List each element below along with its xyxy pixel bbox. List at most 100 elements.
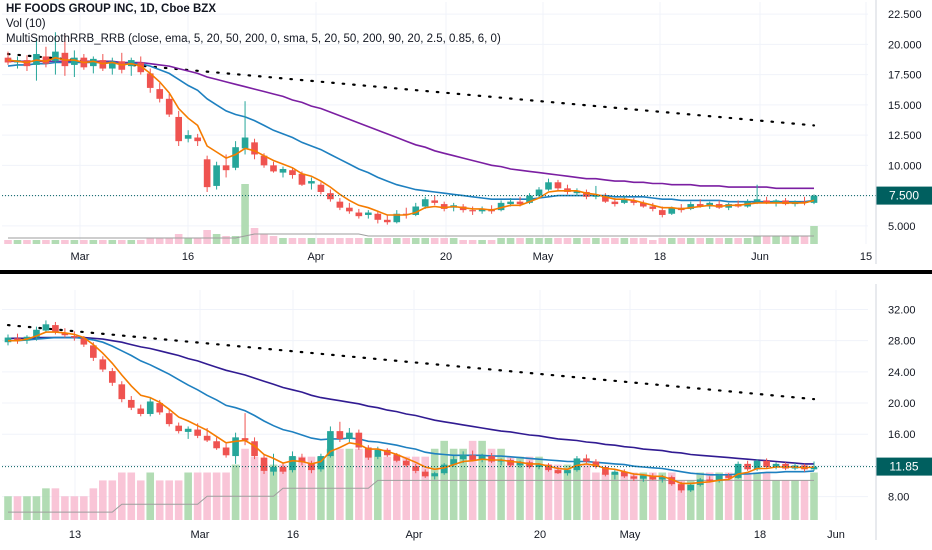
volume-bar xyxy=(516,238,524,244)
candle-body xyxy=(421,471,429,477)
volume-bar xyxy=(32,240,41,244)
candle-body xyxy=(450,459,457,465)
candle-body xyxy=(61,332,69,336)
volume-bar xyxy=(117,472,126,520)
volume-bar xyxy=(601,238,610,244)
volume-bar xyxy=(592,238,600,244)
candle-body xyxy=(535,189,543,196)
volume-bar xyxy=(506,456,515,520)
candle-body xyxy=(677,484,685,491)
volume-bar xyxy=(696,238,705,244)
candle-body xyxy=(327,431,334,457)
last-price-badge xyxy=(876,186,932,205)
candle-body xyxy=(592,461,600,467)
y-tick-label: 24.00 xyxy=(888,367,916,379)
dotted-trend-line xyxy=(6,323,816,401)
volume-bar xyxy=(411,456,420,520)
candle-body xyxy=(658,210,666,215)
candle-body xyxy=(203,159,211,188)
volume-bar xyxy=(468,240,477,244)
volume-bar xyxy=(639,472,648,520)
candle-body xyxy=(573,458,581,471)
candle-body xyxy=(42,56,50,64)
volume-bar xyxy=(146,472,155,520)
chart-pane-2: 8.0012.0016.0020.0024.0028.0032.0013Mar1… xyxy=(2,284,932,541)
candle-body xyxy=(289,456,296,471)
candle-body xyxy=(440,204,448,209)
candle-body xyxy=(33,329,40,338)
x-tick-label: Apr xyxy=(405,529,422,541)
candle-body xyxy=(687,204,695,209)
candle-body xyxy=(649,475,657,480)
candle-body xyxy=(507,201,514,205)
volume-bar xyxy=(231,236,240,244)
volume-bar xyxy=(449,448,458,520)
candle-body xyxy=(573,190,581,194)
volume-bar xyxy=(117,240,126,244)
x-tick-label: May xyxy=(620,529,641,541)
volume-bar xyxy=(544,238,553,244)
last-price-label: 7.500 xyxy=(889,189,919,203)
candle-body xyxy=(52,325,59,333)
x-tick-label: 18 xyxy=(754,529,766,541)
candle-body xyxy=(535,464,543,467)
candle-body xyxy=(734,463,742,478)
candle-body xyxy=(696,204,704,207)
candle-body xyxy=(346,432,353,439)
candle-body xyxy=(184,428,192,432)
candle-body xyxy=(393,213,401,223)
volume-bar xyxy=(374,238,382,244)
volume-bar xyxy=(620,472,629,520)
chart-legend: HF FOODS GROUP INC, 1D, Cboe BZX Vol (10… xyxy=(6,2,501,47)
candle-body xyxy=(175,425,183,432)
volume-bar xyxy=(800,480,809,520)
volume-bar xyxy=(127,472,136,520)
candle-body xyxy=(365,212,372,215)
volume-bar xyxy=(23,496,31,520)
indicator-legend[interactable]: MultiSmoothRRB_RRB (close, ema, 5, 20, 5… xyxy=(6,33,501,45)
volume-bar xyxy=(563,238,572,244)
volume-bar xyxy=(222,236,230,244)
volume-bar xyxy=(430,238,439,244)
volume-bar xyxy=(355,448,363,520)
x-tick-label: 16 xyxy=(182,251,194,263)
candle-body xyxy=(383,219,391,223)
y-tick-label: 17.500 xyxy=(888,70,922,82)
volume-bar xyxy=(108,480,117,520)
volume-bar xyxy=(4,240,12,244)
x-tick-label: Jun xyxy=(827,529,845,541)
candle-body xyxy=(763,200,770,203)
symbol-title[interactable]: HF FOODS GROUP INC, 1D, Cboe BZX xyxy=(6,3,216,15)
candle-body xyxy=(251,142,258,155)
volume-bar xyxy=(506,238,515,244)
candle-body xyxy=(251,441,258,457)
candle-body xyxy=(71,57,78,65)
volume-bar xyxy=(639,238,648,244)
volume-bar xyxy=(715,238,723,244)
volume-legend[interactable]: Vol (10) xyxy=(6,18,46,30)
volume-bar xyxy=(781,480,790,520)
volume-bar xyxy=(383,238,392,244)
volume-bar xyxy=(753,472,761,520)
volume-bar xyxy=(535,456,543,520)
y-tick-label: 22.500 xyxy=(888,9,922,21)
candle-body xyxy=(175,116,183,142)
volume-bar xyxy=(743,238,752,244)
volume-bar xyxy=(667,238,676,244)
volume-bar xyxy=(743,472,752,520)
candle-body xyxy=(336,201,344,208)
candle-body xyxy=(165,98,173,115)
candle-body xyxy=(298,457,306,463)
volume-bar xyxy=(402,238,411,244)
candle-body xyxy=(554,470,562,474)
volume-bar xyxy=(411,238,420,244)
x-tick-label: Mar xyxy=(191,529,210,541)
volume-bar xyxy=(288,238,297,244)
candle-body xyxy=(753,199,761,202)
candle-body xyxy=(346,207,353,212)
candle-body xyxy=(108,61,116,69)
volume-bar xyxy=(601,472,610,520)
volume-bar xyxy=(781,236,790,244)
volume-bar xyxy=(667,472,676,520)
